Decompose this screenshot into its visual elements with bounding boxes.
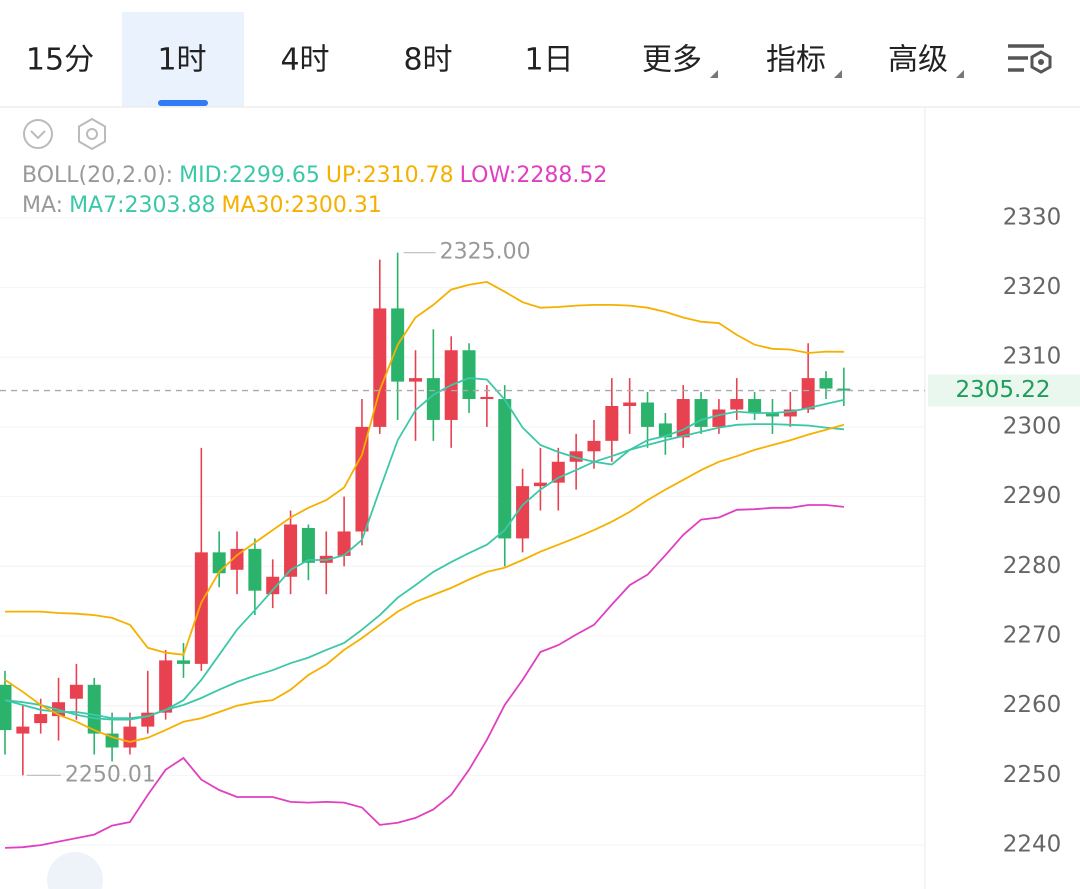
indicator-line (4, 377, 845, 720)
candle-body (712, 409, 726, 427)
legend-item: LOW:2288.52 (460, 163, 608, 188)
tab[interactable]: 4时 (280, 43, 329, 78)
candle-body (801, 378, 815, 410)
y-tick-label: 2310 (1003, 344, 1062, 370)
settings-icon[interactable] (78, 117, 106, 151)
tab[interactable]: 8时 (403, 43, 452, 78)
indicator-line (4, 423, 845, 743)
y-tick-label: 2250 (1003, 762, 1062, 788)
tab[interactable]: 指标 (766, 43, 826, 78)
layout-icon[interactable] (1008, 44, 1052, 74)
candle-body (301, 527, 315, 563)
y-tick-label: 2270 (1003, 623, 1062, 649)
y-tick-label: 2300 (1003, 413, 1062, 439)
candle-body (212, 552, 226, 574)
candle-body (409, 378, 423, 382)
candle-body (748, 399, 762, 413)
candle-body (587, 440, 601, 452)
dropdown-mark (834, 70, 842, 78)
tab[interactable]: 1时 (157, 43, 206, 78)
tab[interactable]: 15分 (26, 43, 94, 78)
float-button[interactable] (47, 852, 103, 889)
candle-body (69, 684, 83, 699)
y-tick-label: 2240 (1003, 832, 1062, 858)
candle-body (641, 402, 655, 427)
legend-item: MID:2299.65 (179, 163, 320, 188)
indicator-line (4, 504, 844, 849)
candle-body (426, 378, 440, 420)
settings-dot (86, 128, 98, 140)
indicator-line (5, 280, 844, 656)
candle-body (284, 524, 298, 577)
y-tick-label: 2280 (1003, 553, 1062, 579)
candle-body (605, 406, 619, 441)
candle-body (373, 308, 387, 427)
dropdown-mark (956, 70, 964, 78)
candle-body (533, 482, 547, 487)
tab-underline (158, 100, 208, 106)
tab[interactable]: 1日 (524, 43, 573, 78)
candle-body (87, 684, 101, 734)
candle-body (248, 548, 262, 591)
min-label: 2250.01 (65, 762, 156, 787)
y-tick-label: 2260 (1003, 692, 1062, 718)
candle-body (480, 396, 494, 400)
tab-highlight (122, 12, 244, 107)
collapse-icon[interactable] (23, 119, 53, 149)
candle-body (569, 451, 583, 462)
chart: 2240 2250 2260 2270 2280 2290 2300 2310 2320 2330… (0, 163, 1080, 858)
last-price-box (928, 374, 1080, 407)
y-tick-label: 2290 (1003, 483, 1062, 509)
chart-tools[interactable] (23, 117, 106, 151)
candle-body (819, 378, 833, 389)
candle-body (159, 660, 173, 713)
tab[interactable]: 更多 (642, 43, 702, 78)
indicator-legend: MA: MA7:2303.88 MA30:2300.31 (22, 193, 382, 218)
candle-body (623, 402, 637, 406)
tab-bar: 15分 1时 4时 8时 1日 更多 指标 高级 (26, 12, 964, 107)
plot-area (0, 252, 851, 849)
indicator-legend: BOLL(20,2.0): MID:2299.65 UP:2310.78 LOW:22… (22, 163, 607, 188)
legend-item: MA30:2300.31 (221, 193, 381, 218)
candle-body (498, 399, 512, 539)
candle-body (355, 426, 369, 532)
candle-body (34, 714, 48, 724)
candle-body (176, 660, 190, 664)
dropdown-mark (710, 70, 718, 78)
candle-body (658, 423, 672, 438)
candle-body (765, 412, 779, 417)
candle-body (730, 399, 744, 410)
legend-item: MA: (22, 193, 63, 218)
chevron (30, 130, 46, 140)
candle-body (551, 461, 565, 483)
last-price-label: 2305.22 (955, 377, 1050, 403)
candle-body (462, 350, 476, 400)
max-label: 2325.00 (440, 240, 531, 265)
y-tick-label: 2330 (1003, 204, 1062, 230)
candle-body (266, 576, 280, 595)
candle-body (194, 552, 208, 664)
candle-body (230, 548, 244, 570)
candle-body (16, 726, 30, 734)
legend-item: UP:2310.78 (326, 163, 454, 188)
legend-item: BOLL(20,2.0): (22, 163, 173, 188)
y-tick-label: 2320 (1003, 274, 1062, 300)
candle-body (837, 388, 851, 391)
candle-body (783, 409, 797, 417)
candle-body (516, 486, 530, 539)
tab[interactable]: 高级 (888, 43, 948, 78)
candle-body (123, 726, 137, 748)
candle-body (0, 684, 12, 731)
legend-item: MA7:2303.88 (69, 193, 215, 218)
candle-body (337, 531, 351, 556)
